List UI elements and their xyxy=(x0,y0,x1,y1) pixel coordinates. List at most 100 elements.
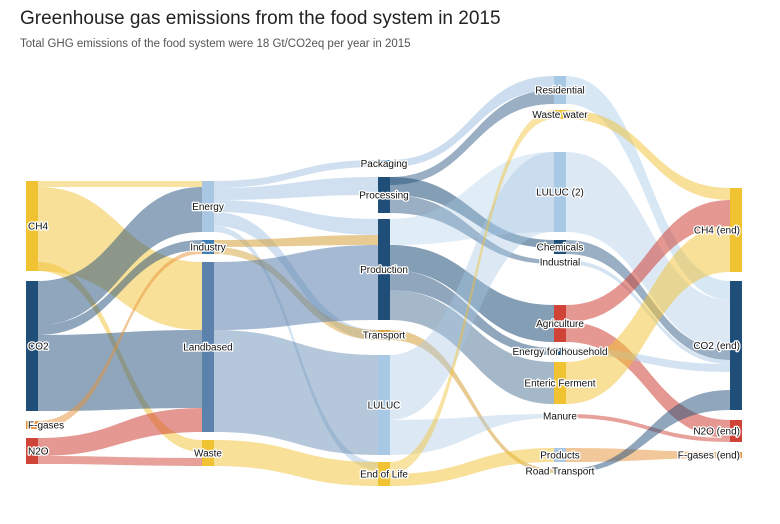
label-entericferment: Enteric Ferment xyxy=(524,379,595,390)
chart-subtitle: Total GHG emissions of the food system w… xyxy=(20,38,411,50)
node-chemicals xyxy=(554,240,566,254)
link-transport-to-roadtransport xyxy=(390,330,554,473)
link-energy-to-endoflife xyxy=(214,226,378,470)
link-co2-to-energy xyxy=(38,187,202,325)
node-transport xyxy=(378,330,390,340)
link-fgases-to-industry xyxy=(38,250,202,429)
link-energy-to-packaging xyxy=(214,160,378,188)
chart-title: Greenhouse gas emissions from the food s… xyxy=(20,8,501,29)
node-luluc2 xyxy=(554,152,566,232)
link-industry-to-production xyxy=(214,235,378,247)
link-luluc-to-manure xyxy=(390,414,554,455)
label-n2oend: N2O (end) xyxy=(693,427,740,438)
link-production-to-luluc2 xyxy=(390,152,554,245)
link-endoflife-to-products xyxy=(390,448,554,486)
link-luluc-to-luluc2 xyxy=(390,152,554,420)
link-processing-to-industrial xyxy=(390,195,554,264)
node-manure xyxy=(554,414,566,418)
label-co2end: CO2 (end) xyxy=(693,341,740,352)
label-ch4end: CH4 (end) xyxy=(694,226,740,237)
node-processing xyxy=(378,177,390,213)
label-manure: Manure xyxy=(543,412,577,423)
link-roadtransport-to-co2end xyxy=(566,390,730,473)
label-industry: Industry xyxy=(190,243,226,254)
node-production xyxy=(378,219,390,320)
link-packaging-to-residential xyxy=(390,76,554,167)
label-energyhousehold: Energy for household xyxy=(512,347,607,358)
label-transport: Transport xyxy=(363,331,406,342)
link-production-to-entericferment xyxy=(390,290,554,404)
link-ch4-to-energy xyxy=(38,181,202,187)
sankey-labels: CH4 CO2 F-gases N2O Energy Industry Landbased W… xyxy=(27,84,742,482)
node-industrial xyxy=(554,260,566,264)
node-energy xyxy=(202,181,214,232)
link-processing-to-residential xyxy=(390,90,554,185)
sankey-links xyxy=(38,76,730,486)
label-wastewater: Waste water xyxy=(532,110,588,121)
node-packaging xyxy=(378,160,390,167)
node-luluc xyxy=(378,355,390,455)
node-landbased xyxy=(202,262,214,432)
link-entericferment-to-ch4end xyxy=(566,226,730,404)
link-production-to-agriculture xyxy=(390,245,554,342)
node-fgases xyxy=(26,421,38,429)
node-n2o xyxy=(26,438,38,464)
link-agriculture-to-ch4end xyxy=(566,200,730,322)
label-waste: Waste xyxy=(194,449,222,460)
link-landbased-to-luluc xyxy=(214,330,378,455)
label-production: Production xyxy=(360,265,408,276)
link-endoflife-to-wastewater xyxy=(390,110,554,474)
node-industry xyxy=(202,240,214,254)
label-processing: Processing xyxy=(359,191,408,202)
node-wastewater xyxy=(554,110,566,119)
node-endoflife xyxy=(378,462,390,486)
label-co2: CO2 xyxy=(28,342,49,353)
node-residential xyxy=(554,76,566,104)
label-luluc: LULUC xyxy=(368,401,401,412)
link-co2-to-landbased xyxy=(38,330,202,411)
label-roadtransport: Road Transport xyxy=(526,467,595,478)
link-co2-to-industry xyxy=(38,240,202,335)
node-agriculture xyxy=(554,305,566,342)
node-n2oend xyxy=(730,420,742,442)
label-residential: Residential xyxy=(535,86,584,97)
link-waste-to-endoflife xyxy=(214,440,378,486)
label-industrial: Industrial xyxy=(540,258,581,269)
link-energy-to-processing xyxy=(214,177,378,200)
label-packaging: Packaging xyxy=(361,159,408,170)
label-products: Products xyxy=(540,451,579,462)
node-roadtransport xyxy=(554,469,566,473)
label-ch4: CH4 xyxy=(28,222,48,233)
link-processing-to-chemicals xyxy=(390,177,554,248)
label-chemicals: Chemicals xyxy=(537,243,584,254)
label-fgases: F-gases xyxy=(28,421,64,432)
node-co2end xyxy=(730,281,742,410)
link-wastewater-to-ch4end xyxy=(566,110,730,200)
node-ch4end xyxy=(730,188,742,272)
node-energyhousehold xyxy=(554,348,566,355)
link-energy-to-production xyxy=(214,200,378,235)
node-products xyxy=(554,448,566,462)
node-ch4 xyxy=(26,181,38,271)
label-n2o: N2O xyxy=(28,447,49,458)
link-landbased-to-production xyxy=(214,245,378,330)
sankey-nodes xyxy=(26,76,742,486)
node-fgasesend xyxy=(730,452,742,458)
link-residential-to-co2end xyxy=(566,76,730,300)
node-co2 xyxy=(26,281,38,411)
label-luluc2: LULUC (2) xyxy=(536,188,584,199)
label-agriculture: Agriculture xyxy=(536,319,584,330)
link-production-to-energyhousehold xyxy=(390,270,554,355)
label-landbased: Landbased xyxy=(183,343,233,354)
link-manure-to-n2oend xyxy=(566,414,730,442)
link-n2o-to-landbased xyxy=(38,408,202,456)
link-n2o-to-waste xyxy=(38,456,202,466)
link-products-to-fgasesend xyxy=(566,448,730,462)
label-endoflife: End of Life xyxy=(360,470,408,481)
link-luluc2-to-co2end xyxy=(566,152,730,350)
node-entericferment xyxy=(554,362,566,404)
node-waste xyxy=(202,440,214,466)
label-energy: Energy xyxy=(192,202,224,213)
label-fgasesend: F-gases (end) xyxy=(678,451,740,462)
